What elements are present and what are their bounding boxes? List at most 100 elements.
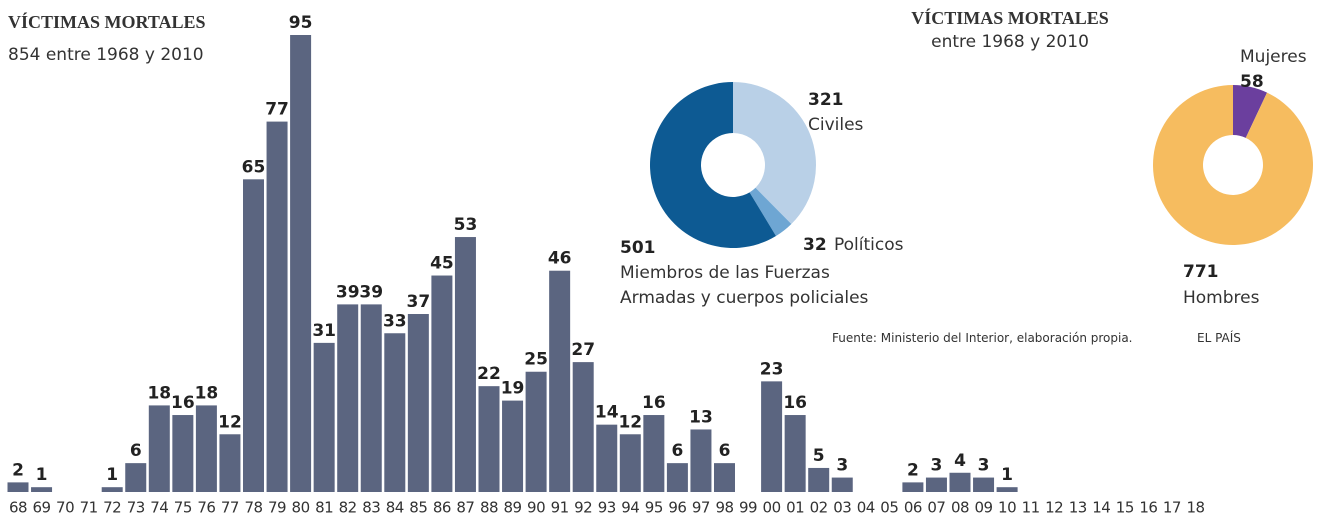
donut-segment xyxy=(733,82,816,225)
x-tick-label: 99 xyxy=(739,499,757,517)
x-tick-label: 17 xyxy=(1163,499,1181,517)
x-tick-label: 18 xyxy=(1186,499,1204,517)
x-tick-label: 94 xyxy=(621,499,639,517)
value-label: 1 xyxy=(1001,465,1013,485)
value-label: 1 xyxy=(36,465,48,485)
bar xyxy=(949,472,971,492)
x-tick-label: 13 xyxy=(1069,499,1087,517)
value-label: 16 xyxy=(171,393,195,413)
bar xyxy=(761,381,783,492)
bar xyxy=(808,467,830,492)
category-label: Hombres xyxy=(1183,288,1260,308)
bar xyxy=(902,482,924,492)
x-tick-label: 72 xyxy=(103,499,121,517)
value-label: 5 xyxy=(813,446,825,466)
value-label: 95 xyxy=(289,13,313,33)
bar xyxy=(478,386,500,492)
x-tick-label: 10 xyxy=(998,499,1016,517)
bar xyxy=(973,477,995,492)
value-label: 18 xyxy=(147,383,171,403)
x-tick-label: 16 xyxy=(1139,499,1157,517)
bar xyxy=(219,434,241,492)
bar xyxy=(266,121,288,492)
value-label: 3 xyxy=(978,456,990,476)
x-tick-label: 11 xyxy=(1022,499,1040,517)
value-label: 3 xyxy=(836,456,848,476)
x-tick-label: 01 xyxy=(786,499,804,517)
bar xyxy=(549,270,571,492)
x-tick-label: 83 xyxy=(362,499,380,517)
x-tick-label: 78 xyxy=(244,499,262,517)
x-tick-label: 97 xyxy=(692,499,710,517)
bar xyxy=(690,429,712,492)
bar xyxy=(360,304,382,492)
x-tick-label: 14 xyxy=(1092,499,1110,517)
pie-subtitle: entre 1968 y 2010 xyxy=(931,32,1089,52)
bar xyxy=(525,371,547,492)
x-tick-label: 98 xyxy=(715,499,733,517)
bar xyxy=(101,487,123,492)
value-label: 6 xyxy=(130,441,142,461)
value-label: 37 xyxy=(407,292,431,312)
x-tick-label: 04 xyxy=(857,499,875,517)
value-label: 501 xyxy=(620,238,656,258)
bar-title: VÍCTIMAS MORTALES xyxy=(8,12,206,32)
bar xyxy=(290,35,312,492)
x-tick-label: 07 xyxy=(927,499,945,517)
category-label: Mujeres xyxy=(1240,47,1307,67)
x-tick-label: 84 xyxy=(386,499,404,517)
x-tick-label: 80 xyxy=(292,499,310,517)
x-tick-label: 87 xyxy=(456,499,474,517)
x-tick-label: 82 xyxy=(339,499,357,517)
donut-segment xyxy=(1233,85,1268,138)
bar xyxy=(454,237,476,492)
x-tick-label: 88 xyxy=(480,499,498,517)
value-label: 23 xyxy=(760,359,784,379)
value-label: 3 xyxy=(931,456,943,476)
value-label: 65 xyxy=(242,157,266,177)
bar-subtitle: 854 entre 1968 y 2010 xyxy=(8,45,204,65)
value-label: 33 xyxy=(383,311,407,331)
bar xyxy=(384,333,406,492)
bar xyxy=(925,477,947,492)
value-label: 771 xyxy=(1183,262,1219,282)
x-tick-label: 85 xyxy=(409,499,427,517)
value-label: 12 xyxy=(218,412,242,432)
value-label: 1 xyxy=(106,465,118,485)
value-label: 2 xyxy=(12,460,24,480)
bar xyxy=(831,477,853,492)
x-tick-label: 76 xyxy=(197,499,215,517)
category-label: Miembros de las Fuerzas Armadas y cuerpo… xyxy=(620,263,869,308)
x-tick-label: 68 xyxy=(9,499,27,517)
value-label: 32 xyxy=(803,235,827,255)
x-tick-label: 03 xyxy=(833,499,851,517)
value-label: 53 xyxy=(454,215,478,235)
value-label: 18 xyxy=(195,383,219,403)
bar xyxy=(619,434,641,492)
bar xyxy=(172,415,194,492)
x-tick-label: 81 xyxy=(315,499,333,517)
donut-segment xyxy=(749,187,792,236)
value-label: 12 xyxy=(618,412,642,432)
x-tick-label: 15 xyxy=(1116,499,1134,517)
x-tick-label: 00 xyxy=(763,499,781,517)
x-tick-label: 12 xyxy=(1045,499,1063,517)
x-tick-label: 05 xyxy=(880,499,898,517)
bar xyxy=(195,405,217,492)
value-label: 16 xyxy=(642,393,666,413)
value-label: 39 xyxy=(336,282,360,302)
bar xyxy=(572,362,594,492)
value-label: 46 xyxy=(548,249,572,269)
value-label: 6 xyxy=(719,441,731,461)
value-label: 19 xyxy=(501,379,525,399)
value-label: 2 xyxy=(907,460,919,480)
bar xyxy=(431,275,453,492)
bar xyxy=(996,487,1018,492)
x-tick-label: 93 xyxy=(598,499,616,517)
x-tick-label: 69 xyxy=(33,499,51,517)
source: Fuente: Ministerio del Interior, elabora… xyxy=(832,331,1133,345)
bar xyxy=(337,304,359,492)
value-label: 14 xyxy=(595,403,619,423)
